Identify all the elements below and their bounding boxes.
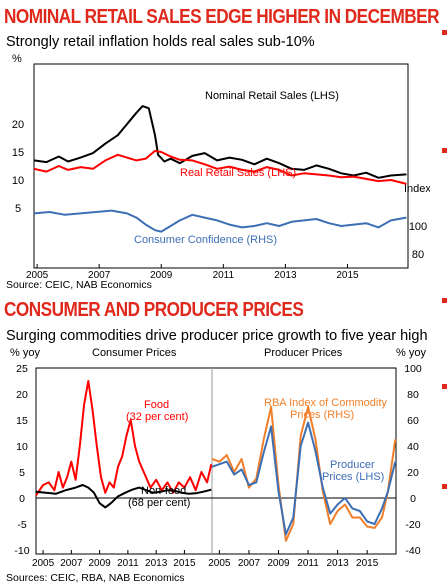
chart1-x-tick-label: 2005 [26, 270, 49, 281]
chart1-subtitle: Strongly retail inflation holds real sal… [6, 34, 315, 50]
chart1-y-tick-label: 5 [15, 203, 21, 215]
chart2-left-x-tick-label: 2009 [88, 558, 111, 569]
chart1-x-tick-label: 2009 [150, 270, 173, 281]
chart2-y-tick-label: -10 [14, 545, 29, 557]
chart2-right-x-tick-label: 2015 [356, 558, 379, 569]
chart2-y-right-tick-label: 80 [407, 389, 419, 401]
chart1-series-line-2 [33, 209, 407, 233]
chart2-title: CONSUMER AND PRODUCER PRICES [4, 299, 304, 321]
chart2-y-right-tick-label: 60 [407, 415, 419, 427]
chart2-food-label: Food [144, 399, 169, 411]
chart1-right-unit: Index [404, 183, 430, 195]
chart2-y-right-tick-label: 0 [410, 493, 416, 505]
chart2-producer-label-line2: Prices (LHS) [322, 471, 384, 483]
chart2-y-tick-label: 25 [16, 363, 28, 375]
chart2-y-tick-label: 5 [19, 467, 25, 479]
chart2-y-tick-label: 0 [19, 493, 25, 505]
chart1-series-label-nominal: Nominal Retail Sales (LHS) [205, 90, 339, 102]
chart1-y-tick-label: 15 [12, 147, 24, 159]
right-edge-bullet-marker [442, 148, 447, 153]
right-edge-bullet-marker [442, 484, 447, 489]
chart2-rba-label-line2: Prices (RHS) [290, 409, 354, 421]
right-edge-bullet-marker [442, 30, 447, 35]
chart2-right-x-tick-label: 2005 [208, 558, 231, 569]
chart2-y-right-tick-label: 100 [404, 363, 422, 375]
chart1-series-line-1 [33, 149, 407, 185]
chart1-x-tick-label: 2015 [336, 270, 359, 281]
chart2-food-label-share: (32 per cent) [126, 411, 188, 423]
chart2-right-x-tick-label: 2013 [326, 558, 349, 569]
chart2-consumer-header: Consumer Prices [92, 347, 177, 359]
chart2-nonfood-label-share: (68 per cent) [128, 497, 190, 509]
chart2-consumer-series-line-1 [35, 484, 212, 509]
chart2-right-unit: % yoy [396, 347, 426, 359]
chart1-plot-frame [33, 63, 409, 269]
chart1-x-tick-label: 2013 [274, 270, 297, 281]
right-edge-bullet-marker [442, 384, 447, 389]
chart1-y-tick-label: 20 [12, 119, 24, 131]
chart2-subtitle: Surging commodities drive producer price… [6, 328, 428, 344]
chart1-x-tick-label: 2011 [213, 270, 235, 281]
chart2-producer-label: Producer [330, 459, 375, 471]
chart2-source: Sources: CEIC, RBA, NAB Economics [6, 572, 185, 584]
chart2-rba-label: RBA Index of Commodity [264, 397, 387, 409]
chart2-right-x-tick-label: 2009 [267, 558, 290, 569]
chart1-x-tick-label: 2007 [88, 270, 111, 281]
chart2-y-right-tick-label: 40 [407, 441, 419, 453]
chart2-left-unit: % yoy [10, 347, 40, 359]
chart2-left-x-tick-label: 2013 [145, 558, 168, 569]
chart2-y-tick-label: 10 [16, 441, 28, 453]
chart2-y-right-tick-label: 20 [407, 467, 419, 479]
chart1-series-line-0 [33, 105, 407, 179]
chart2-left-x-tick-label: 2011 [117, 558, 139, 569]
chart2-svg: % yoy % yoy Consumer Prices Producer Prices… [10, 347, 426, 569]
right-edge-bullet-marker [442, 298, 447, 303]
chart2-y-right-tick-label: -20 [405, 519, 420, 531]
chart1-series-label-real: Real Retail Sales (LHS) [180, 167, 296, 179]
chart1-title: NOMINAL RETAIL SALES EDGE HIGHER IN DECE… [4, 6, 440, 28]
chart2-y-tick-label: -5 [17, 519, 26, 531]
chart1-svg: % Index 5 10 15 20 100 80 2005 2007 2009 2011 2013 20… [12, 53, 430, 281]
chart2-left-x-tick-label: 2015 [173, 558, 196, 569]
chart2-left-x-tick-label: 2005 [32, 558, 55, 569]
chart2-left-x-tick-label: 2007 [60, 558, 83, 569]
chart1-left-unit: % [12, 53, 22, 65]
chart2-producer-series-line-0 [211, 406, 397, 542]
chart1-y-right-tick-label: 80 [412, 249, 424, 261]
right-edge-strip [430, 0, 448, 584]
chart2-y-right-tick-label: -40 [405, 545, 420, 557]
chart1-series-label-confidence: Consumer Confidence (RHS) [134, 234, 277, 246]
chart2-nonfood-label: Non-food [141, 485, 186, 497]
chart1-source: Source: CEIC, NAB Economics [6, 279, 152, 291]
chart2-y-tick-label: 15 [16, 415, 28, 427]
chart2-consumer-series-line-0 [35, 380, 213, 496]
chart2-y-tick-label: 20 [16, 389, 28, 401]
chart2-producer-series-line-1 [211, 421, 397, 536]
chart1-y-tick-label: 10 [12, 175, 24, 187]
chart2-right-x-tick-label: 2011 [297, 558, 319, 569]
chart1-y-right-tick-label: 100 [409, 221, 427, 233]
chart2-producer-header: Producer Prices [264, 347, 343, 359]
chart2-right-x-tick-label: 2007 [238, 558, 261, 569]
chart2-plot-frame [35, 367, 397, 555]
